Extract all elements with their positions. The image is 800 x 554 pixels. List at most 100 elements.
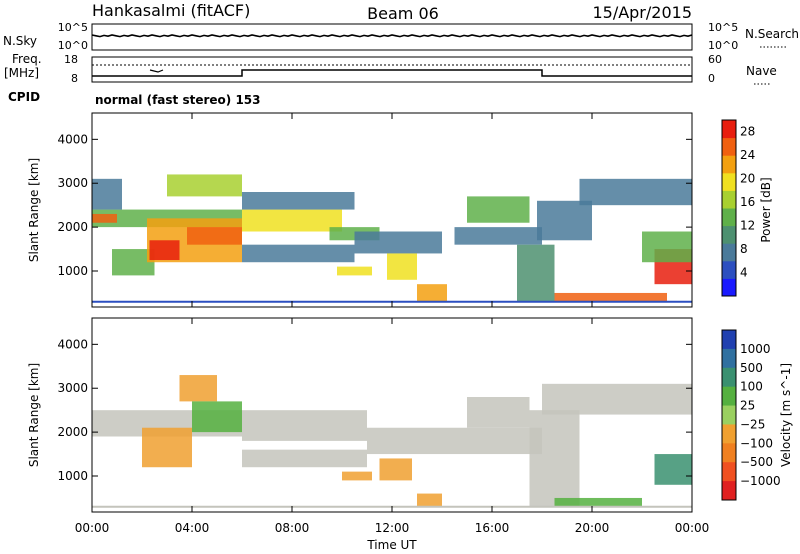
velocity-region-7	[142, 427, 192, 468]
power-region-18	[517, 244, 555, 302]
y-tick-label: 1000	[57, 469, 88, 483]
velocity-region-13	[654, 454, 692, 485]
power-region-14	[387, 253, 417, 280]
x-tick-label: 12:00	[375, 521, 410, 535]
power-region-23	[642, 231, 692, 263]
velocity-colorbar-label: Velocity [m s^-1]	[779, 363, 793, 467]
power-region-12	[337, 266, 372, 276]
power-colorbar-tick: 16	[740, 195, 755, 209]
power-colorbar-segment	[722, 155, 736, 174]
velocity-colorbar-frame	[721, 329, 737, 501]
nsky-tick-high: 10^5	[58, 21, 88, 34]
x-tick-label: 08:00	[275, 521, 310, 535]
velocity-region-1	[242, 410, 367, 441]
freq-tick-high: 18	[64, 53, 78, 66]
nsky-trace	[91, 34, 693, 38]
velocity-colorbar-tick: −500	[740, 455, 773, 469]
velocity-region-8	[179, 375, 217, 402]
power-region-10	[242, 244, 355, 263]
nave-tick-low: 0	[708, 72, 715, 85]
power-region-1	[92, 213, 117, 223]
velocity-region-6	[529, 410, 580, 507]
power-colorbar-segment	[722, 120, 736, 139]
nsky-panel	[91, 23, 693, 51]
velocity-colorbar-tick: 25	[740, 399, 755, 413]
y-tick-label: 4000	[57, 337, 88, 351]
power-colorbar-segment	[722, 172, 736, 191]
velocity-colorbar-tick: −25	[740, 417, 765, 431]
velocity-colorbar-tick: −100	[740, 436, 773, 450]
power-colorbar-tick: 24	[740, 148, 755, 162]
power-region-7	[167, 174, 242, 197]
y-tick-label: 3000	[57, 381, 88, 395]
power-colorbar-frame	[721, 119, 737, 297]
velocity-colorbar-segment	[722, 348, 736, 369]
power-colorbar-segment	[722, 225, 736, 244]
freq-tick-low: 8	[71, 72, 78, 85]
power-region-5	[149, 240, 180, 261]
power-region-20	[579, 178, 692, 206]
velocity-colorbar-segment	[722, 481, 736, 501]
velocity-region-11	[417, 493, 442, 507]
cpid-label: CPID	[8, 90, 40, 104]
power-colorbar-label: Power [dB]	[759, 177, 773, 242]
velocity-colorbar-tick: 1000	[740, 342, 771, 356]
power-colorbar-segment	[722, 190, 736, 209]
power-region-15	[417, 284, 447, 302]
y-tick-label: 2000	[57, 220, 88, 234]
x-tick-label: 16:00	[475, 521, 510, 535]
cpid-value: normal (fast stereo) 153	[95, 93, 261, 107]
nave-label: Nave	[746, 64, 777, 78]
power-region-6	[187, 227, 242, 245]
nsky-tick-low: 10^0	[58, 39, 88, 52]
date-title: 15/Apr/2015	[592, 3, 692, 22]
freq-trace	[92, 69, 692, 77]
power-colorbar-tick: 12	[740, 219, 755, 233]
power-colorbar-segment	[722, 243, 736, 262]
power-region-2	[92, 178, 122, 210]
nsearch-tick-low: 10^0	[708, 39, 738, 52]
velocity-colorbar-segment	[722, 443, 736, 463]
beam-title: Beam 06	[367, 4, 439, 23]
power-colorbar-segment	[722, 137, 736, 156]
power-region-8	[242, 209, 342, 232]
freq-label: Freq.	[12, 52, 42, 66]
power-ylabel: Slant Range [km]	[27, 158, 41, 262]
velocity-region-5	[542, 383, 692, 415]
power-colorbar-segment	[722, 278, 736, 297]
x-tick-label: 20:00	[575, 521, 610, 535]
x-tick-label: 00:00	[675, 521, 710, 535]
velocity-region-9	[342, 471, 372, 481]
freq-panel	[91, 56, 693, 83]
velocity-colorbar-segment	[722, 424, 736, 444]
power-region-21	[554, 292, 667, 302]
station-title: Hankasalmi (fitACF)	[92, 1, 250, 20]
y-tick-label: 4000	[57, 132, 88, 146]
y-tick-label: 1000	[57, 264, 88, 278]
freq-unit: [MHz]	[4, 66, 39, 80]
velocity-colorbar-tick: 100	[740, 380, 763, 394]
y-tick-label: 3000	[57, 176, 88, 190]
power-region-19	[537, 200, 592, 241]
freq-blip	[149, 69, 164, 73]
velocity-colorbar-segment	[722, 367, 736, 388]
power-region-16	[454, 227, 542, 245]
velocity-region-14	[192, 401, 242, 433]
power-colorbar-tick: 8	[740, 242, 748, 256]
velocity-region-12	[554, 497, 642, 507]
power-colorbar-tick: 28	[740, 125, 755, 139]
power-panel: 1000 2000 3000 4000 Slant Range [km]	[27, 112, 693, 308]
y-tick-label: 2000	[57, 425, 88, 439]
velocity-region-4	[467, 397, 530, 428]
velocity-ylabel: Slant Range [km]	[27, 363, 41, 467]
nsearch-label: N.Search	[745, 27, 799, 41]
velocity-colorbar-segment	[722, 462, 736, 482]
velocity-panel: 1000 2000 3000 4000 Slant Range [km]	[27, 317, 693, 513]
nave-tick-high: 60	[708, 53, 722, 66]
velocity-colorbar-tick: −1000	[740, 474, 781, 488]
power-region-17	[467, 196, 530, 223]
power-region-13	[354, 231, 442, 254]
velocity-region-2	[242, 449, 367, 468]
power-colorbar-tick: 20	[740, 172, 755, 186]
